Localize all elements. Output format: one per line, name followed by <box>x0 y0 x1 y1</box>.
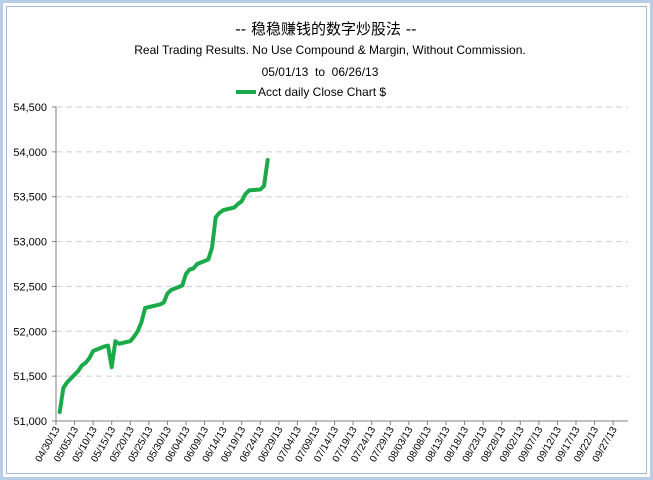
x-axis-ticks: 04/30/1305/05/1305/10/1305/15/1305/20/13… <box>34 425 620 465</box>
data-point <box>132 335 136 338</box>
data-point <box>207 258 210 261</box>
y-tick-label: 52,000 <box>13 326 47 338</box>
data-point <box>140 321 143 324</box>
y-tick-label: 54,500 <box>13 102 47 114</box>
gridlines <box>56 106 628 377</box>
y-tick-label: 51,500 <box>13 371 47 383</box>
data-point <box>158 303 162 306</box>
data-point <box>166 292 169 295</box>
data-point <box>65 381 69 384</box>
data-point <box>91 349 95 353</box>
data-point <box>114 340 117 343</box>
data-point <box>188 268 191 271</box>
data-point <box>129 340 132 343</box>
y-tick-label: 51,000 <box>13 416 47 428</box>
data-point <box>88 357 91 360</box>
data-point <box>110 366 113 369</box>
date-range: 05/01/13 to 06/26/13 <box>262 65 379 79</box>
y-tick-label: 52,500 <box>13 281 47 293</box>
data-point <box>62 386 65 389</box>
series-layer <box>57 157 270 414</box>
axes <box>52 106 628 425</box>
data-point <box>162 301 165 304</box>
data-point <box>210 246 214 250</box>
data-point <box>58 410 61 414</box>
data-point <box>143 306 147 310</box>
data-point <box>233 206 236 209</box>
data-point <box>259 188 262 191</box>
data-point <box>136 330 139 333</box>
data-point <box>218 211 221 215</box>
data-point <box>221 209 225 212</box>
data-point <box>77 369 80 372</box>
data-point <box>266 158 269 162</box>
data-point <box>262 184 266 188</box>
data-point <box>117 342 121 345</box>
data-point <box>103 345 106 348</box>
data-point <box>236 202 240 206</box>
y-tick-label: 53,500 <box>13 192 47 204</box>
y-tick-label: 53,000 <box>13 237 47 249</box>
data-point <box>169 288 173 292</box>
data-point <box>181 284 184 287</box>
y-tick-label: 54,000 <box>13 147 47 159</box>
data-point <box>240 200 243 203</box>
chart-title: -- 稳稳赚钱的数字炒股法 -- <box>235 20 416 38</box>
chart-frame-inner <box>6 6 647 474</box>
y-axis-ticks: 51,000 51,500 52,000 52,500 53,000 53,500 54,0… <box>13 102 47 428</box>
chart-subtitle: Real Trading Results. No Use Compound & … <box>134 43 526 57</box>
data-point <box>244 192 247 196</box>
data-point <box>192 267 195 270</box>
legend-label: Acct daily Close Chart $ <box>258 85 386 99</box>
data-point <box>247 189 251 192</box>
legend: Acct daily Close Chart $ <box>236 85 386 99</box>
series-line <box>57 157 270 414</box>
data-point <box>184 272 188 276</box>
data-point <box>195 262 199 266</box>
data-point <box>106 344 110 347</box>
data-point <box>80 364 84 367</box>
data-point <box>214 216 217 219</box>
data-point <box>84 361 87 364</box>
